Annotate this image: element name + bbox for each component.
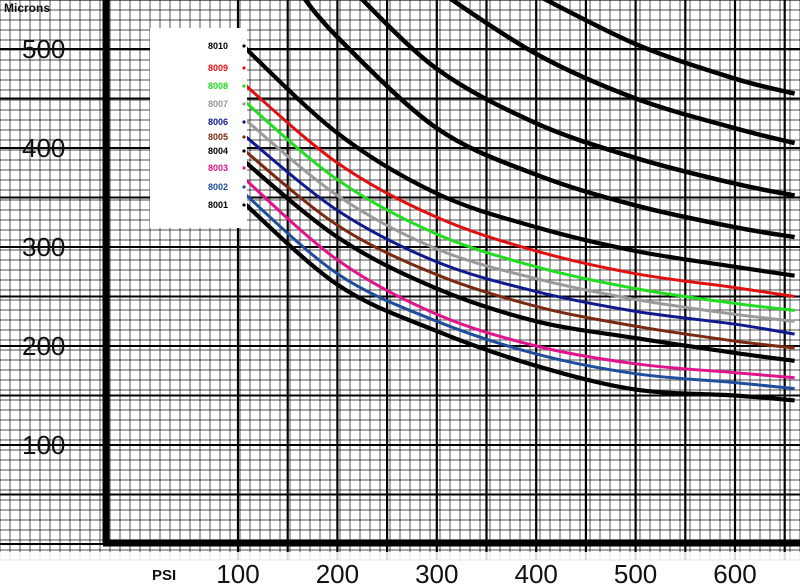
y-axis-title: Microns bbox=[4, 1, 50, 15]
tick-labels: 100 200 300 400 500 100 200 300 400 500 600 bbox=[22, 34, 757, 587]
legend-box bbox=[150, 28, 247, 228]
legend-label-8008: 8008 bbox=[208, 81, 228, 91]
curve-8005 bbox=[237, 143, 795, 350]
y-tick-label: 400 bbox=[22, 133, 65, 163]
x-tick-label: 400 bbox=[515, 559, 558, 587]
legend-label-8001: 8001 bbox=[208, 200, 228, 210]
legend-marker-8008 bbox=[242, 84, 246, 88]
legend-marker-8006 bbox=[242, 120, 246, 124]
curve-unlabeled-4 bbox=[541, 0, 796, 96]
y-tick-label: 100 bbox=[22, 430, 65, 460]
curve-8003 bbox=[237, 171, 795, 380]
legend-label-8010: 8010 bbox=[208, 41, 228, 51]
x-tick-band bbox=[0, 552, 800, 587]
legend-label-8005: 8005 bbox=[208, 132, 228, 142]
y-tick-label: 300 bbox=[22, 232, 65, 262]
x-tick-label: 200 bbox=[316, 559, 359, 587]
y-tick-label: 200 bbox=[22, 331, 65, 361]
x-tick-label: 100 bbox=[216, 559, 259, 587]
curve-8007 bbox=[237, 112, 795, 323]
y-tick-label: 500 bbox=[22, 34, 65, 64]
legend-marker-8004 bbox=[242, 149, 246, 153]
x-tick-label: 300 bbox=[415, 559, 458, 587]
legend-marker-8005 bbox=[242, 135, 246, 139]
curve-unlabeled-1 bbox=[302, 0, 795, 240]
legend-label-8007: 8007 bbox=[208, 99, 228, 109]
curve-8004 bbox=[236, 154, 795, 363]
legend-label-8009: 8009 bbox=[208, 63, 228, 73]
curve-8006 bbox=[237, 129, 795, 336]
curve-8010 bbox=[236, 39, 795, 278]
legend-marker-8001 bbox=[242, 203, 246, 207]
curve-8008 bbox=[237, 94, 795, 312]
curve-8009 bbox=[237, 77, 795, 298]
curve-8002 bbox=[237, 186, 795, 391]
legend-label-8004: 8004 bbox=[208, 146, 228, 156]
legend-marker-8010 bbox=[242, 44, 246, 48]
curve-unlabeled-2 bbox=[359, 0, 796, 198]
curve-8001 bbox=[236, 195, 795, 403]
legend-marker-8009 bbox=[242, 66, 246, 70]
curves bbox=[236, 0, 796, 403]
legend-label-8006: 8006 bbox=[208, 117, 228, 127]
x-tick-label: 600 bbox=[713, 559, 756, 587]
x-axis-title: PSI bbox=[152, 567, 176, 584]
legend-marker-8007 bbox=[242, 102, 246, 106]
curve-unlabeled-3 bbox=[448, 0, 796, 146]
legend-label-8003: 8003 bbox=[208, 163, 228, 173]
legend: 8010 8009 8008 8007 8006 8005 8004 8003 8002 8001 bbox=[208, 41, 246, 210]
legend-marker-8003 bbox=[242, 166, 246, 170]
legend-label-8002: 8002 bbox=[208, 182, 228, 192]
legend-marker-8002 bbox=[242, 185, 246, 189]
x-tick-label: 500 bbox=[614, 559, 657, 587]
